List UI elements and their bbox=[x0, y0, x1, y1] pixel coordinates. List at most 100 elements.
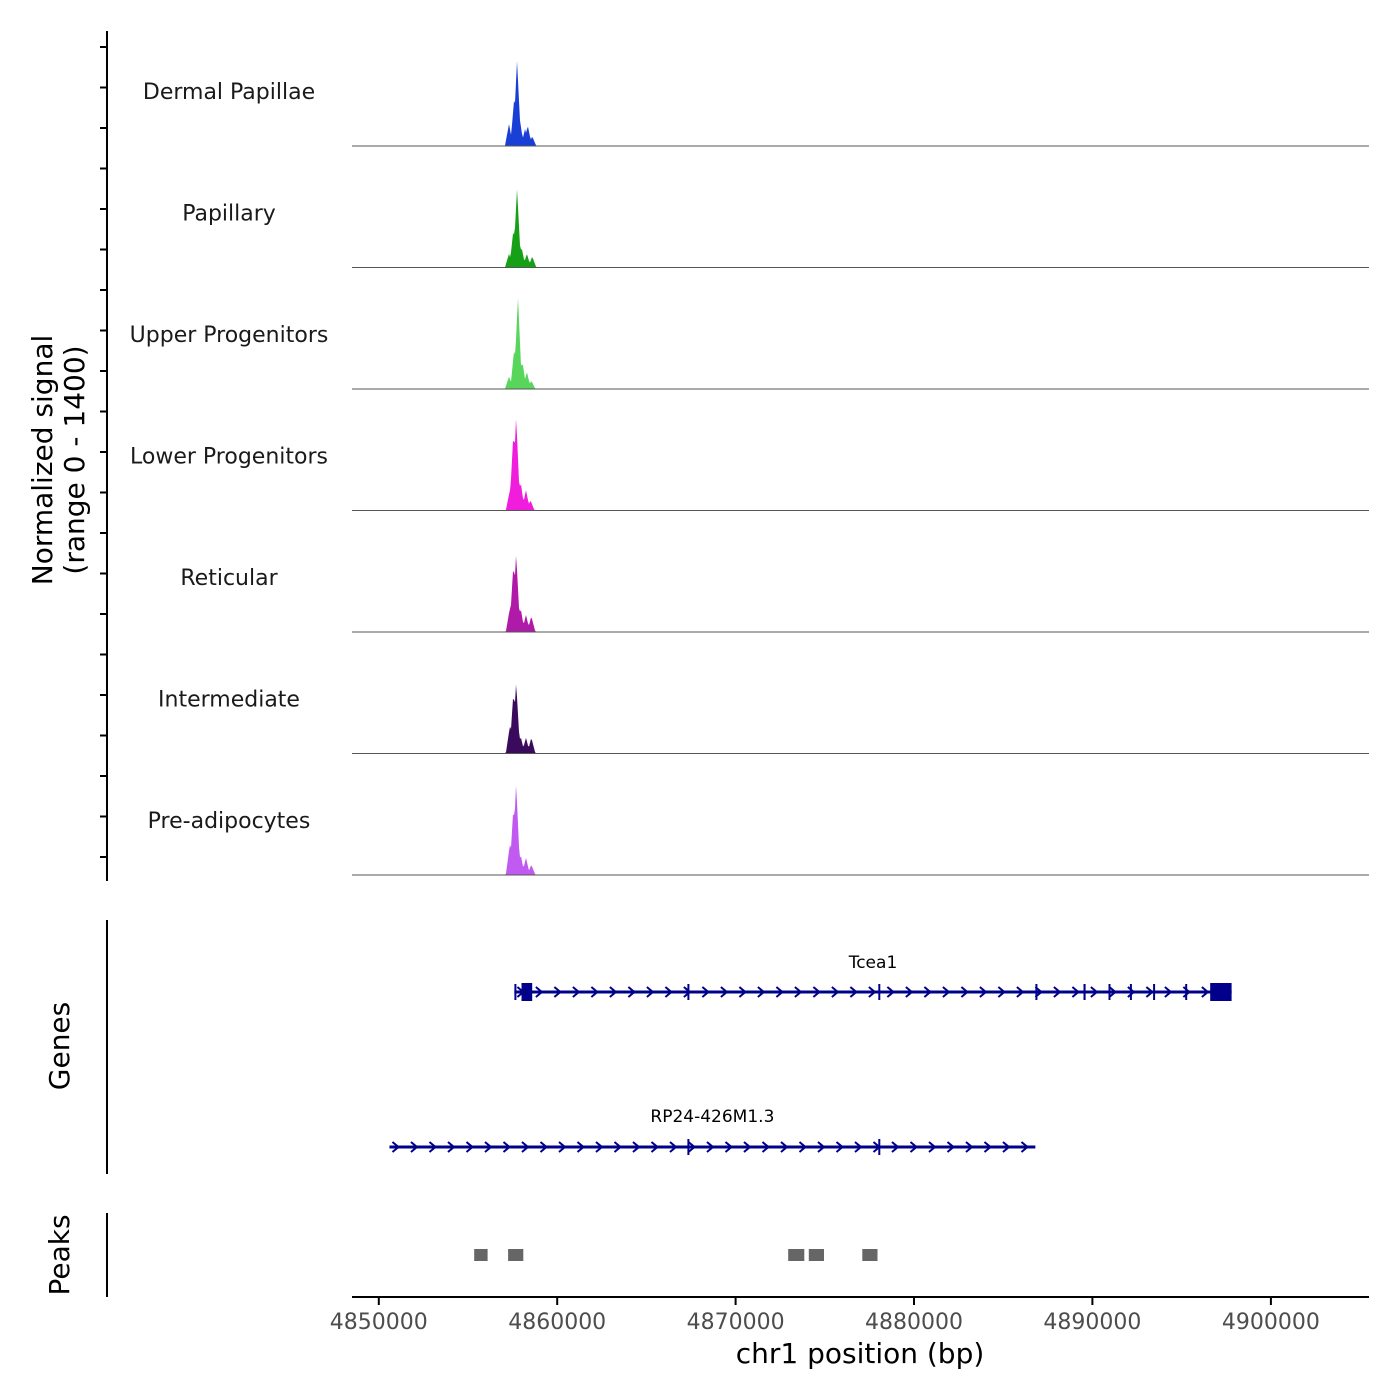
strand-chevron bbox=[465, 1141, 475, 1153]
strand-chevron bbox=[627, 986, 636, 998]
strand-chevron bbox=[1127, 986, 1136, 998]
strand-chevron bbox=[613, 1141, 623, 1153]
strand-chevron bbox=[983, 1141, 993, 1153]
x-tick-label: 4880000 bbox=[865, 1310, 963, 1335]
strand-chevron bbox=[868, 986, 877, 998]
strand-chevron bbox=[447, 1141, 456, 1153]
x-tick-label: 4890000 bbox=[1043, 1310, 1141, 1335]
strand-chevron bbox=[1164, 986, 1173, 998]
track-label: Pre-adipocytes bbox=[148, 809, 311, 834]
strand-chevron bbox=[831, 986, 840, 998]
coverage-area-2 bbox=[352, 297, 1369, 389]
strand-chevron bbox=[410, 1141, 419, 1153]
coverage-area-4 bbox=[352, 555, 1369, 632]
coverage-area-3 bbox=[352, 419, 1369, 511]
strand-chevron bbox=[553, 986, 562, 998]
gene-exon bbox=[1153, 984, 1156, 1000]
gene-exon bbox=[1083, 984, 1086, 1000]
x-tick-label: 4850000 bbox=[330, 1310, 428, 1335]
peak-region bbox=[508, 1249, 524, 1261]
strand-chevron bbox=[428, 1141, 438, 1153]
strand-chevron bbox=[609, 986, 618, 998]
strand-chevron bbox=[854, 1141, 863, 1153]
track-label: Upper Progenitors bbox=[130, 323, 329, 348]
strand-chevron bbox=[646, 986, 655, 998]
strand-chevron bbox=[1020, 1141, 1030, 1153]
peak-region bbox=[862, 1249, 878, 1261]
strand-chevron bbox=[1201, 986, 1210, 998]
gene-exon bbox=[878, 984, 881, 1000]
strand-chevron bbox=[669, 1141, 678, 1153]
strand-chevron bbox=[835, 1141, 845, 1153]
gene-exon bbox=[687, 984, 690, 1000]
strand-chevron bbox=[572, 986, 581, 998]
strand-chevron bbox=[484, 1141, 493, 1153]
gene-exon bbox=[514, 984, 517, 1000]
strand-chevron bbox=[909, 1141, 919, 1153]
strand-chevron bbox=[946, 1141, 956, 1153]
strand-chevron bbox=[1108, 986, 1117, 998]
strand-chevron bbox=[539, 1141, 549, 1153]
strand-chevron bbox=[891, 1141, 900, 1153]
strand-chevron bbox=[757, 986, 766, 998]
gene-label: RP24-426M1.3 bbox=[650, 1107, 774, 1127]
strand-chevron bbox=[738, 986, 747, 998]
strand-chevron bbox=[1002, 1141, 1011, 1153]
gene-exon bbox=[521, 983, 533, 1001]
strand-chevron bbox=[905, 986, 914, 998]
coverage-y-ticks bbox=[100, 46, 107, 858]
strand-chevron bbox=[886, 986, 895, 998]
gene-exon bbox=[1185, 984, 1188, 1000]
strand-chevron bbox=[724, 1141, 734, 1153]
strand-chevron bbox=[1090, 986, 1099, 998]
strand-chevron bbox=[1145, 986, 1154, 998]
peak-region bbox=[474, 1249, 488, 1261]
strand-chevron bbox=[849, 986, 858, 998]
strand-chevron bbox=[817, 1141, 826, 1153]
strand-chevron bbox=[1071, 986, 1080, 998]
peaks-track-label: Peaks bbox=[43, 1214, 76, 1295]
strand-chevron bbox=[1016, 986, 1025, 998]
track-label: Lower Progenitors bbox=[130, 445, 328, 470]
strand-chevron bbox=[595, 1141, 604, 1153]
strand-chevron bbox=[502, 1141, 512, 1153]
coverage-area-5 bbox=[352, 684, 1369, 754]
y-axis-title-line1: Normalized signal bbox=[26, 335, 59, 586]
strand-chevron bbox=[743, 1141, 752, 1153]
strand-chevron bbox=[997, 986, 1006, 998]
strand-chevron bbox=[812, 986, 821, 998]
x-axis-ticks: 4850000 4860000 4870000 4880000 4890000 49000… bbox=[330, 1297, 1320, 1335]
x-tick-label: 4870000 bbox=[687, 1310, 785, 1335]
strand-chevron bbox=[928, 1141, 937, 1153]
gene-label: Tcea1 bbox=[848, 953, 898, 973]
strand-chevron bbox=[960, 986, 969, 998]
gene-exon bbox=[1210, 983, 1232, 1001]
peak-region bbox=[788, 1249, 805, 1261]
strand-chevron bbox=[942, 986, 951, 998]
strand-chevron bbox=[521, 1141, 530, 1153]
strand-chevron bbox=[701, 986, 710, 998]
x-tick-label: 4860000 bbox=[508, 1310, 606, 1335]
strand-chevron bbox=[923, 986, 932, 998]
gene-exon bbox=[1108, 984, 1111, 1000]
track-label: Papillary bbox=[182, 202, 276, 227]
gene-exon bbox=[1035, 984, 1038, 1000]
strand-chevron bbox=[798, 1141, 808, 1153]
strand-chevron bbox=[632, 1141, 641, 1153]
gene-exon bbox=[1129, 984, 1132, 1000]
strand-chevron bbox=[780, 1141, 789, 1153]
strand-chevron bbox=[794, 986, 803, 998]
gene-exon bbox=[687, 1139, 690, 1155]
track-label: Reticular bbox=[180, 566, 278, 591]
strand-chevron bbox=[720, 986, 729, 998]
strand-chevron bbox=[683, 986, 692, 998]
strand-chevron bbox=[391, 1141, 401, 1153]
strand-chevron bbox=[535, 986, 544, 998]
x-tick-label: 4900000 bbox=[1222, 1310, 1320, 1335]
strand-chevron bbox=[590, 986, 599, 998]
strand-chevron bbox=[706, 1141, 715, 1153]
gene-exon bbox=[878, 1139, 881, 1155]
strand-chevron bbox=[965, 1141, 974, 1153]
coverage-area-1 bbox=[352, 189, 1369, 268]
